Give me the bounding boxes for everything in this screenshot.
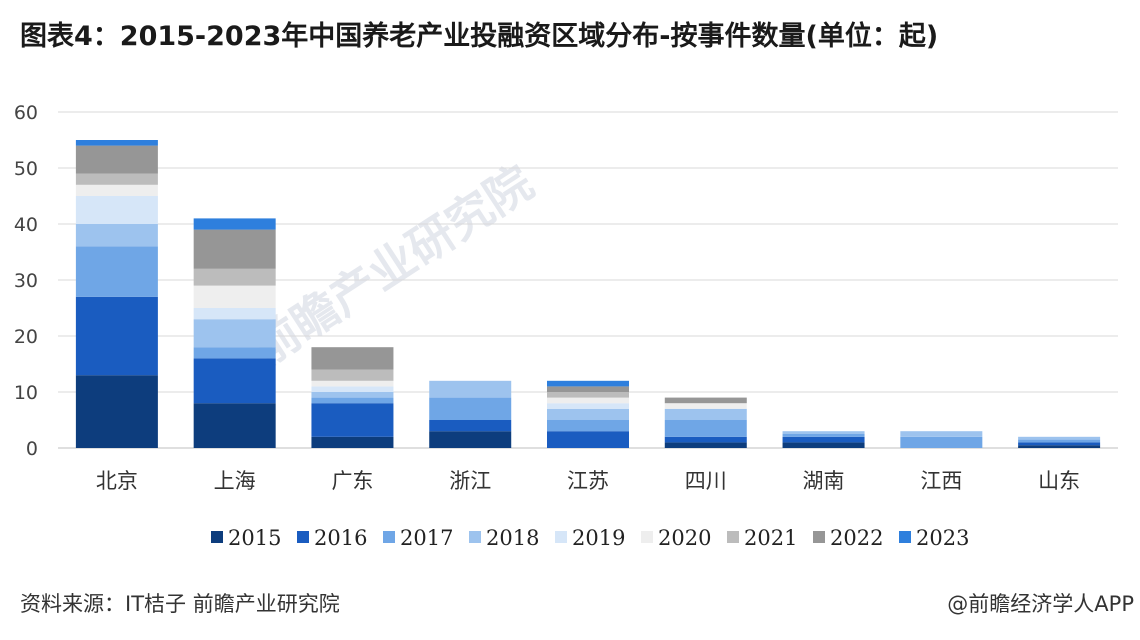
- bar-segment-2017: [75, 246, 158, 297]
- bar-segment-2015: [75, 375, 158, 448]
- bar-segment-2015: [311, 436, 394, 448]
- bar-segment-2016: [664, 436, 747, 443]
- bar-segment-2017: [782, 434, 865, 437]
- x-tick-label: 四川: [685, 469, 727, 493]
- credit-note: @前瞻经济学人APP: [947, 592, 1134, 616]
- legend-swatch: [297, 531, 309, 543]
- bar-segment-2021: [547, 392, 629, 398]
- legend: 2015 2016 2017 2018 2019 2020 2021 2022 2023: [211, 526, 969, 550]
- x-tick-label: 广东: [331, 469, 373, 493]
- bar-segment-2016: [311, 403, 394, 437]
- y-tick-label: 20: [14, 326, 38, 348]
- x-tick-label: 江西: [920, 469, 962, 493]
- source-note: 资料来源：IT桔子 前瞻产业研究院: [20, 592, 340, 616]
- bar-segment-2020: [664, 403, 747, 409]
- bar-segment-2017: [1018, 439, 1101, 443]
- legend-label: 2018: [486, 526, 539, 550]
- bar-segment-2022: [547, 386, 629, 392]
- bar-segment-2015: [664, 442, 747, 448]
- legend-label: 2023: [916, 526, 969, 550]
- bar-segment-2018: [75, 224, 158, 247]
- bar-segment-2022: [75, 145, 158, 174]
- bar-segment-2019: [547, 403, 629, 409]
- x-tick-label: 北京: [96, 469, 138, 493]
- bar-segment-2023: [75, 140, 158, 146]
- x-tick-label: 江苏: [567, 469, 609, 493]
- bar-segment-2018: [1018, 436, 1101, 440]
- y-tick-label: 40: [14, 214, 38, 236]
- bar-segment-2019: [311, 386, 394, 392]
- bar-segment-2023: [547, 380, 629, 387]
- bar-segment-2020: [75, 184, 158, 196]
- bar-segment-2018: [900, 431, 983, 437]
- bar-segment-2022: [311, 347, 394, 370]
- bar-segment-2016: [547, 431, 629, 448]
- bar-segment-2015: [193, 403, 276, 448]
- legend-label: 2017: [400, 526, 453, 550]
- bar-segment-2018: [547, 408, 629, 420]
- bar-segment-2016: [75, 296, 158, 376]
- bar-segment-2016: [1018, 442, 1101, 446]
- bar-segment-2018: [311, 392, 394, 398]
- bar-segment-2017: [547, 420, 629, 432]
- legend-swatch: [727, 531, 739, 543]
- stacked-bar-chart: 0 10 20 30 40 50 60 北京 上海 广东 浙江 江苏 四川 湖南 江西 山东: [14, 102, 1118, 493]
- bar-segment-2021: [311, 369, 394, 381]
- bar-segment-2015: [429, 431, 512, 448]
- legend-label: 2015: [228, 526, 281, 550]
- legend-label: 2019: [572, 526, 625, 550]
- bars: [75, 140, 1101, 448]
- bar-segment-2022: [664, 397, 747, 404]
- bar-segment-2023: [193, 218, 276, 230]
- legend-label: 2022: [830, 526, 883, 550]
- legend-swatch: [383, 531, 395, 543]
- legend-label: 2021: [744, 526, 797, 550]
- bar-segment-2018: [193, 319, 276, 348]
- legend-swatch: [641, 531, 653, 543]
- bar-segment-2017: [429, 397, 512, 420]
- bar-segment-2015: [782, 442, 865, 448]
- legend-swatch: [555, 531, 567, 543]
- x-tick-label: 上海: [214, 469, 256, 493]
- bar-segment-2020: [193, 285, 276, 308]
- legend-label: 2020: [658, 526, 711, 550]
- x-axis-tick-labels: 北京 上海 广东 浙江 江苏 四川 湖南 江西 山东: [96, 469, 1080, 493]
- legend-swatch: [469, 531, 481, 543]
- bar-segment-2016: [429, 420, 512, 432]
- bar-segment-2017: [193, 347, 276, 359]
- chart-title: 图表4：2015-2023年中国养老产业投融资区域分布-按事件数量(单位：起): [20, 21, 939, 52]
- y-tick-label: 30: [14, 270, 38, 292]
- legend-swatch: [813, 531, 825, 543]
- y-axis-tick-labels: 0 10 20 30 40 50 60: [14, 102, 38, 460]
- bar-segment-2016: [782, 436, 865, 443]
- legend-swatch: [211, 531, 223, 543]
- x-tick-label: 浙江: [449, 469, 491, 493]
- x-tick-label: 湖南: [803, 469, 845, 493]
- bar-segment-2020: [311, 380, 394, 387]
- bar-segment-2017: [311, 397, 394, 404]
- y-tick-label: 0: [26, 438, 38, 460]
- bar-segment-2019: [75, 196, 158, 224]
- bar-segment-2022: [193, 229, 276, 269]
- bar-segment-2019: [193, 308, 276, 320]
- bar-segment-2018: [782, 431, 865, 434]
- bar-segment-2021: [75, 173, 158, 185]
- x-tick-label: 山东: [1038, 469, 1080, 493]
- bar-segment-2017: [900, 436, 983, 448]
- y-tick-label: 60: [14, 102, 38, 124]
- legend-swatch: [899, 531, 911, 543]
- bar-segment-2015: [1018, 445, 1101, 448]
- bar-segment-2016: [193, 358, 276, 404]
- bar-segment-2018: [429, 380, 512, 398]
- bar-segment-2020: [547, 397, 629, 404]
- y-tick-label: 10: [14, 382, 38, 404]
- y-tick-label: 50: [14, 158, 38, 180]
- bar-segment-2021: [193, 268, 276, 286]
- bar-segment-2017: [664, 420, 747, 437]
- bar-segment-2018: [664, 408, 747, 420]
- legend-label: 2016: [314, 526, 367, 550]
